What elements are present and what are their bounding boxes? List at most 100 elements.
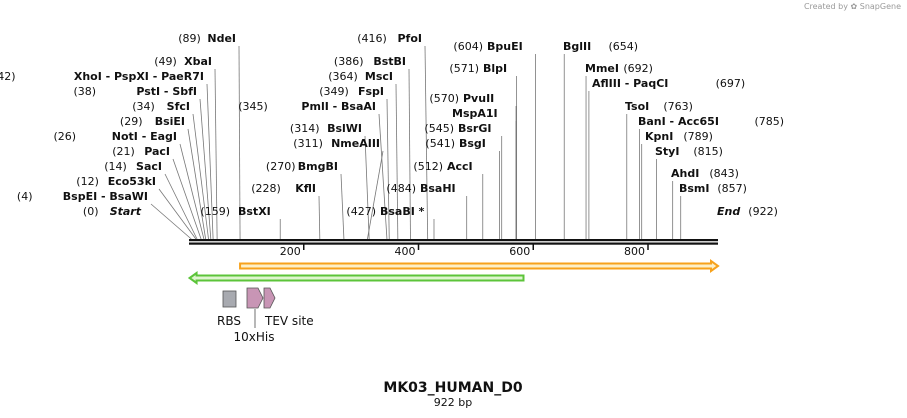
restriction-site-label[interactable]: MscI (364) bbox=[328, 70, 393, 83]
restriction-site-label[interactable]: PfoI (416) bbox=[357, 32, 422, 45]
restriction-site-label[interactable]: PvuII (570) bbox=[429, 92, 494, 105]
restriction-site-label[interactable]: PacI (21) bbox=[112, 145, 170, 158]
site-name: AhdI bbox=[671, 167, 699, 180]
orange-cds-arrow[interactable] bbox=[239, 259, 720, 273]
site-name: XbaI bbox=[184, 55, 212, 68]
restriction-site-label[interactable]: BsiEI (29) bbox=[120, 115, 185, 128]
restriction-site-label[interactable]: BslWI (314) bbox=[290, 122, 362, 135]
restriction-site-label[interactable]: Eco53kI (12) bbox=[76, 175, 156, 188]
site-name: KpnI bbox=[645, 130, 673, 143]
site-name: PacI bbox=[144, 145, 170, 158]
scale-tick-label: 400 bbox=[395, 245, 416, 258]
restriction-site-label[interactable]: KflI (228) bbox=[251, 182, 316, 195]
restriction-site-label[interactable]: BsaHI (484) bbox=[386, 182, 455, 195]
restriction-site-label[interactable]: AhdI (843) bbox=[671, 167, 739, 180]
restriction-site-label[interactable]: BsrGI (545) bbox=[424, 122, 491, 135]
site-name: BsaHI bbox=[420, 182, 456, 195]
restriction-site-label[interactable]: BspEI - BsaWI (4) bbox=[17, 190, 148, 203]
restriction-site-label[interactable]: MspA1I bbox=[452, 107, 498, 120]
site-name: BsmI bbox=[679, 182, 710, 195]
restriction-site-label[interactable]: BglII (654) bbox=[563, 40, 638, 53]
restriction-site-label[interactable]: AccI (512) bbox=[413, 160, 472, 173]
tev-site-feature[interactable] bbox=[263, 287, 276, 309]
site-name: End bbox=[717, 205, 740, 218]
site-name: NmeAIII bbox=[331, 137, 380, 150]
site-name: BstBI bbox=[373, 55, 406, 68]
restriction-site-label[interactable]: StyI (815) bbox=[655, 145, 723, 158]
site-position: (416) bbox=[357, 32, 387, 45]
site-position: (21) bbox=[112, 145, 135, 158]
site-name: BlpI bbox=[483, 62, 507, 75]
restriction-site-label[interactable]: XhoI - PspXI - PaeR7I (42) bbox=[0, 70, 204, 83]
site-name: TsoI bbox=[625, 100, 649, 113]
his-tag-feature[interactable] bbox=[246, 287, 264, 309]
site-name: BsgI bbox=[459, 137, 486, 150]
site-name: SfcI bbox=[167, 100, 190, 113]
site-name: AflIII - PaqCI bbox=[592, 77, 668, 90]
site-position: (29) bbox=[120, 115, 143, 128]
site-name: BpuEI bbox=[487, 40, 523, 53]
site-position: (692) bbox=[623, 62, 653, 75]
restriction-site-label[interactable]: BanI - Acc65I (785) bbox=[638, 115, 784, 128]
restriction-site-label[interactable]: FspI (349) bbox=[319, 85, 384, 98]
restriction-site-label[interactable]: BstXI (159) bbox=[200, 205, 270, 218]
site-position: (311) bbox=[293, 137, 323, 150]
tev-label: TEV site bbox=[264, 314, 314, 328]
site-name: KflI bbox=[295, 182, 316, 195]
site-name: SacI bbox=[136, 160, 162, 173]
site-name: BslWI bbox=[327, 122, 362, 135]
restriction-site-label[interactable]: SacI (14) bbox=[104, 160, 162, 173]
his-label: 10xHis bbox=[234, 330, 275, 344]
restriction-site-label[interactable]: BmgBI(270) bbox=[266, 160, 338, 173]
site-position: (570) bbox=[429, 92, 459, 105]
restriction-site-label[interactable]: BstBI (386) bbox=[334, 55, 406, 68]
site-connector bbox=[395, 83, 399, 240]
site-position: (386) bbox=[334, 55, 364, 68]
restriction-site-label[interactable]: Start (0) bbox=[83, 205, 142, 218]
site-name: BmgBI bbox=[298, 160, 338, 173]
green-cds-arrow[interactable] bbox=[187, 271, 525, 285]
scale-tick-label: 800 bbox=[624, 245, 645, 258]
restriction-site-label[interactable]: XbaI (49) bbox=[154, 55, 212, 68]
site-name: MmeI bbox=[585, 62, 619, 75]
sequence-backbone-bottom bbox=[189, 242, 718, 245]
site-lines bbox=[150, 45, 682, 240]
site-position: (922) bbox=[748, 205, 778, 218]
snapgene-logo-icon: ✿ bbox=[850, 2, 858, 11]
site-name: BsiEI bbox=[155, 115, 185, 128]
site-position: (785) bbox=[755, 115, 785, 128]
site-position: (159) bbox=[200, 205, 230, 218]
restriction-site-label[interactable]: NdeI (89) bbox=[178, 32, 236, 45]
site-labels: BspEI - BsaWI (4) Eco53kI (12) SacI (14) PacI (… bbox=[0, 32, 784, 218]
site-position: (314) bbox=[290, 122, 320, 135]
restriction-site-label[interactable]: BsgI (541) bbox=[425, 137, 486, 150]
scale-ticks: 200 400 600 800 bbox=[280, 244, 649, 258]
restriction-site-label[interactable]: NotI - EagI (26) bbox=[54, 130, 177, 143]
site-position: (89) bbox=[178, 32, 201, 45]
restriction-site-label[interactable]: KpnI (789) bbox=[645, 130, 713, 143]
site-position: (270) bbox=[266, 160, 296, 173]
site-position: (14) bbox=[104, 160, 127, 173]
site-name: PvuII bbox=[463, 92, 494, 105]
watermark-prefix: Created by bbox=[803, 2, 848, 11]
restriction-site-label[interactable]: SfcI (34) bbox=[132, 100, 190, 113]
features bbox=[187, 259, 720, 285]
site-connector bbox=[378, 113, 388, 240]
restriction-site-label[interactable]: AflIII - PaqCI (697) bbox=[592, 77, 745, 90]
site-position: (697) bbox=[716, 77, 746, 90]
rbs-feature[interactable] bbox=[222, 290, 237, 308]
restriction-site-label[interactable]: NmeAIII (311) bbox=[293, 137, 380, 150]
site-position: (26) bbox=[54, 130, 77, 143]
restriction-site-label[interactable]: MmeI (692) bbox=[585, 62, 653, 75]
restriction-site-label[interactable]: TsoI (763) bbox=[625, 100, 693, 113]
restriction-site-label[interactable]: PmlI - BsaAI (345) bbox=[238, 100, 376, 113]
restriction-site-label[interactable]: End (922) bbox=[717, 205, 778, 218]
site-position: (815) bbox=[693, 145, 723, 158]
restriction-site-label[interactable]: BlpI (571) bbox=[449, 62, 507, 75]
restriction-site-label[interactable]: BpuEI (604) bbox=[453, 40, 522, 53]
restriction-site-label[interactable]: PstI - SbfI (38) bbox=[74, 85, 197, 98]
restriction-site-label[interactable]: BsaBI * (427) bbox=[346, 205, 424, 218]
site-connector bbox=[192, 113, 209, 240]
site-name: BspEI - BsaWI bbox=[63, 190, 148, 203]
restriction-site-label[interactable]: BsmI (857) bbox=[679, 182, 747, 195]
